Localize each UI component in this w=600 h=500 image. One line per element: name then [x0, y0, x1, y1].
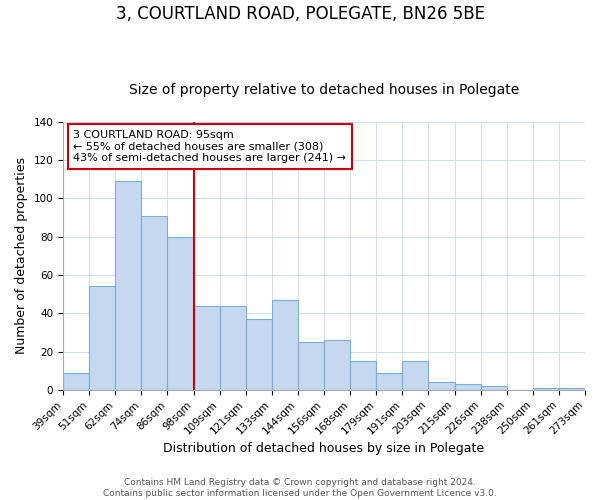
Bar [559, 388, 585, 390]
Bar [63, 372, 89, 390]
Bar [194, 306, 220, 390]
Bar [455, 384, 481, 390]
Text: Contains HM Land Registry data © Crown copyright and database right 2024.
Contai: Contains HM Land Registry data © Crown c… [103, 478, 497, 498]
Bar [533, 388, 559, 390]
Bar [350, 361, 376, 390]
Text: 3, COURTLAND ROAD, POLEGATE, BN26 5BE: 3, COURTLAND ROAD, POLEGATE, BN26 5BE [115, 5, 485, 23]
Bar [428, 382, 455, 390]
Bar [167, 236, 194, 390]
Bar [298, 342, 324, 390]
Bar [481, 386, 507, 390]
Bar [220, 306, 246, 390]
Bar [324, 340, 350, 390]
Title: Size of property relative to detached houses in Polegate: Size of property relative to detached ho… [129, 83, 519, 97]
Bar [403, 361, 428, 390]
Text: 3 COURTLAND ROAD: 95sqm
← 55% of detached houses are smaller (308)
43% of semi-d: 3 COURTLAND ROAD: 95sqm ← 55% of detache… [73, 130, 346, 163]
Bar [142, 216, 167, 390]
Bar [376, 372, 403, 390]
Bar [246, 319, 272, 390]
Y-axis label: Number of detached properties: Number of detached properties [15, 158, 28, 354]
X-axis label: Distribution of detached houses by size in Polegate: Distribution of detached houses by size … [163, 442, 485, 455]
Bar [115, 181, 142, 390]
Bar [272, 300, 298, 390]
Bar [89, 286, 115, 390]
